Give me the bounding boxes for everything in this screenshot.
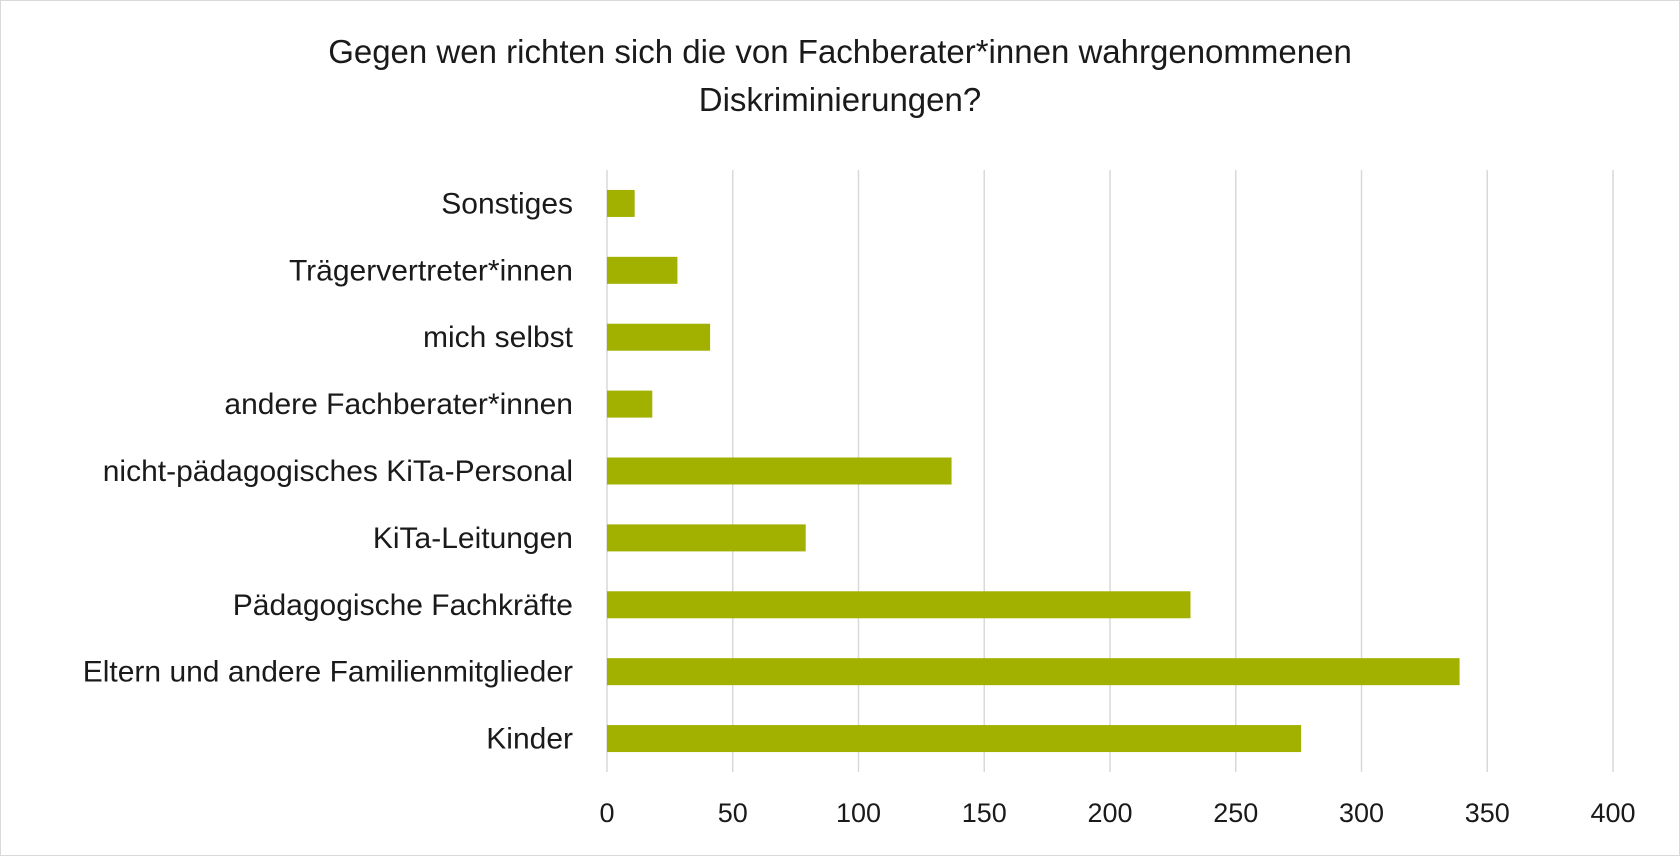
- x-tick-label: 100: [836, 798, 881, 828]
- category-label: Pädagogische Fachkräfte: [233, 589, 573, 622]
- category-label: mich selbst: [423, 321, 574, 354]
- x-tick-labels: 0 50 100 150 200 250 300 350 400: [599, 798, 1635, 828]
- bar: [607, 725, 1302, 753]
- bar: [607, 591, 1191, 619]
- bar: [607, 390, 653, 418]
- bar: [607, 256, 678, 284]
- x-tick-label: 250: [1213, 798, 1258, 828]
- category-label: KiTa-Leitungen: [373, 522, 573, 555]
- category-label: Eltern und andere Familienmitglieder: [83, 656, 573, 689]
- category-labels: Sonstiges Trägervertreter*innen mich selbs…: [83, 187, 574, 755]
- category-label: andere Fachberater*innen: [224, 388, 573, 421]
- bar: [607, 323, 711, 351]
- category-label: nicht-pädagogisches KiTa-Personal: [103, 455, 573, 488]
- x-tick-label: 400: [1590, 798, 1635, 828]
- chart-title-line-2: Diskriminierungen?: [698, 81, 982, 118]
- category-label: Kinder: [486, 723, 573, 756]
- x-tick-label: 200: [1087, 798, 1132, 828]
- x-tick-label: 350: [1465, 798, 1510, 828]
- x-tick-label: 0: [599, 798, 614, 828]
- bar: [607, 189, 635, 217]
- category-label: Sonstiges: [441, 187, 573, 220]
- bar: [607, 457, 952, 485]
- chart-title-line-1: Gegen wen richten sich die von Fachberat…: [328, 33, 1352, 70]
- bar: [607, 524, 806, 552]
- category-label: Trägervertreter*innen: [289, 254, 573, 287]
- x-tick-label: 300: [1339, 798, 1384, 828]
- x-tick-label: 50: [718, 798, 748, 828]
- bar: [607, 658, 1460, 686]
- x-tick-label: 150: [962, 798, 1007, 828]
- bars: [607, 189, 1460, 753]
